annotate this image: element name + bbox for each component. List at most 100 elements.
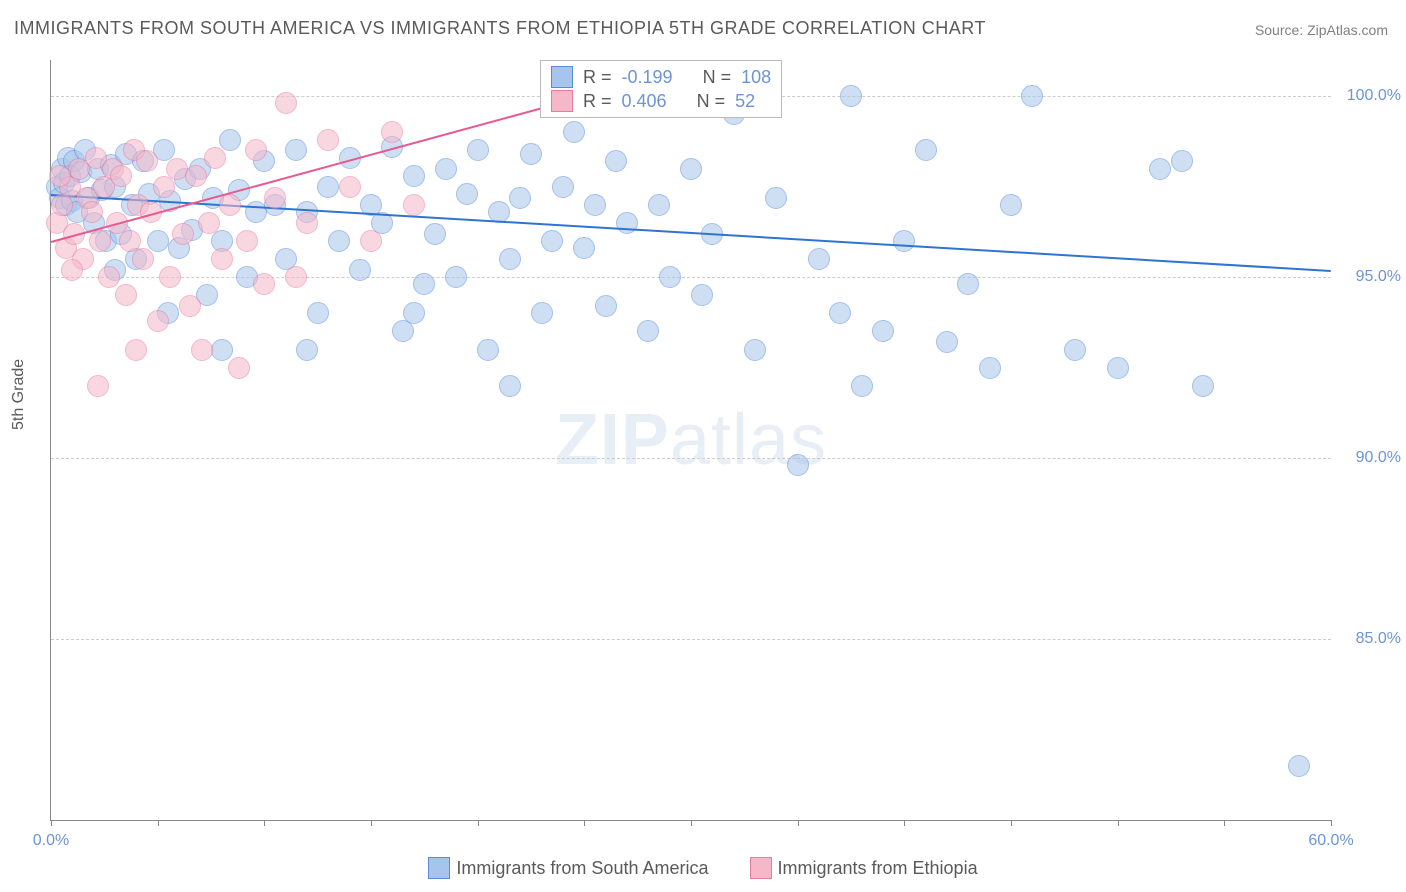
data-point [872,320,894,342]
scatter-plot: ZIPatlas 85.0%90.0%95.0%100.0%0.0%60.0% [50,60,1331,821]
x-tick [691,820,692,826]
data-point [49,165,71,187]
data-point [219,129,241,151]
legend-item-2: Immigrants from Ethiopia [750,857,978,879]
data-point [253,273,275,295]
data-point [1064,339,1086,361]
legend-row-series-1: R = -0.199 N = 108 [551,65,771,89]
data-point [285,266,307,288]
y-tick-label: 100.0% [1347,87,1401,105]
legend-item-1: Immigrants from South America [428,857,708,879]
data-point [915,139,937,161]
x-tick [478,820,479,826]
data-point [829,302,851,324]
data-point [115,284,137,306]
swatch-series-2 [551,90,573,112]
data-point [531,302,553,324]
data-point [81,201,103,223]
data-point [61,259,83,281]
data-point [1021,85,1043,107]
data-point [191,339,213,361]
data-point [456,183,478,205]
data-point [360,230,382,252]
data-point [403,302,425,324]
data-point [403,165,425,187]
data-point [413,273,435,295]
x-tick-label: 60.0% [1308,832,1353,850]
data-point [744,339,766,361]
source-label: Source: ZipAtlas.com [1255,22,1388,38]
data-point [851,375,873,397]
data-point [317,176,339,198]
y-tick-label: 90.0% [1356,449,1401,467]
data-point [147,310,169,332]
x-tick [798,820,799,826]
gridline [51,458,1331,459]
data-point [245,139,267,161]
data-point [172,223,194,245]
data-point [236,230,258,252]
x-tick [371,820,372,826]
data-point [211,339,233,361]
data-point [110,165,132,187]
data-point [893,230,915,252]
data-point [573,237,595,259]
data-point [840,85,862,107]
data-point [87,375,109,397]
chart-title: IMMIGRANTS FROM SOUTH AMERICA VS IMMIGRA… [14,18,986,39]
data-point [605,150,627,172]
data-point [1107,357,1129,379]
data-point [185,165,207,187]
r-value-2: 0.406 [622,91,667,112]
gridline [51,639,1331,640]
data-point [211,248,233,270]
data-point [153,176,175,198]
data-point [89,230,111,252]
data-point [691,284,713,306]
n-label-2: N = [697,91,726,112]
y-tick-label: 95.0% [1356,268,1401,286]
data-point [317,129,339,151]
legend-swatch-2 [750,857,772,879]
n-value-2: 52 [735,91,755,112]
data-point [936,331,958,353]
r-value-1: -0.199 [622,67,673,88]
data-point [637,320,659,342]
x-tick [904,820,905,826]
data-point [477,339,499,361]
data-point [957,273,979,295]
data-point [520,143,542,165]
data-point [339,176,361,198]
data-point [499,248,521,270]
legend-label-1: Immigrants from South America [456,858,708,879]
swatch-series-1 [551,66,573,88]
r-label-1: R = [583,67,612,88]
data-point [403,194,425,216]
data-point [264,187,286,209]
data-point [648,194,670,216]
data-point [680,158,702,180]
y-tick-label: 85.0% [1356,630,1401,648]
data-point [1149,158,1171,180]
x-tick [264,820,265,826]
legend-label-2: Immigrants from Ethiopia [778,858,978,879]
data-point [285,139,307,161]
data-point [381,121,403,143]
data-point [296,212,318,234]
data-point [1171,150,1193,172]
data-point [467,139,489,161]
data-point [136,150,158,172]
data-point [125,339,147,361]
data-point [584,194,606,216]
data-point [563,121,585,143]
data-point [595,295,617,317]
data-point [435,158,457,180]
data-point [445,266,467,288]
x-tick [1331,820,1332,826]
x-tick [1118,820,1119,826]
n-value-1: 108 [741,67,771,88]
n-label-1: N = [703,67,732,88]
data-point [1192,375,1214,397]
data-point [147,230,169,252]
r-label-2: R = [583,91,612,112]
